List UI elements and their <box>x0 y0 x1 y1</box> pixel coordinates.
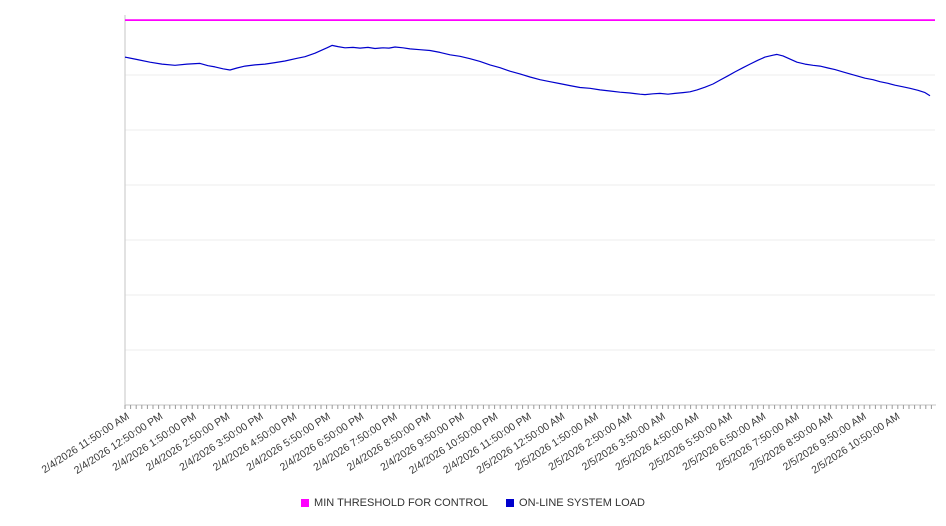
x-axis-ticks <box>124 405 932 409</box>
legend-swatch-min-threshold <box>301 499 310 507</box>
time-series-chart: 2/4/2026 11:50:00 AM 2/4/2026 12:50:00 PM… <box>40 15 936 477</box>
legend: MIN THRESHOLD FOR CONTROL ON-LINE SYSTEM… <box>0 497 946 509</box>
legend-item-online-system-load[interactable]: ON-LINE SYSTEM LOAD <box>506 497 645 509</box>
x-axis-labels: 2/4/2026 11:50:00 AM2/4/2026 12:50:00 PM… <box>40 410 903 476</box>
legend-label-min-threshold: MIN THRESHOLD FOR CONTROL <box>314 497 489 509</box>
gridlines <box>125 19 935 351</box>
series-line-on-line-system-load <box>124 44 931 97</box>
legend-label-online-system-load: ON-LINE SYSTEM LOAD <box>519 497 645 509</box>
chart-plot-area: 2/4/2026 11:50:00 AM2/4/2026 12:50:00 PM… <box>40 15 936 477</box>
legend-swatch-online-system-load <box>506 499 515 507</box>
legend-item-min-threshold[interactable]: MIN THRESHOLD FOR CONTROL <box>301 497 488 509</box>
